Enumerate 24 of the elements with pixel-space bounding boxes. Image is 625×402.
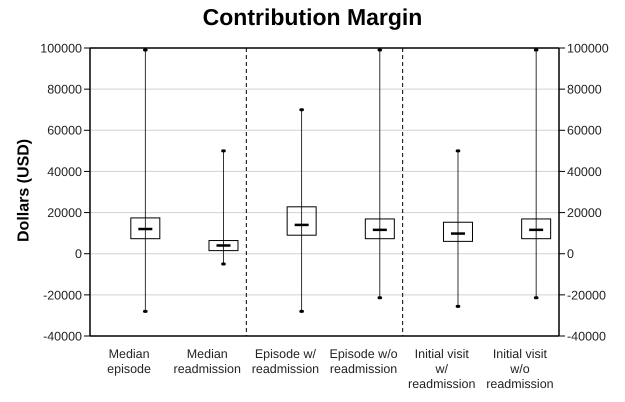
x-tick-label: Episode w/ readmission <box>252 347 320 376</box>
y2-tick-label: 60000 <box>567 124 602 138</box>
y2-tick-label: -20000 <box>567 288 606 302</box>
y-axis-title: Dollars (USD) <box>16 138 33 242</box>
y-tick-label: -40000 <box>43 329 82 344</box>
y2-tick-label: -40000 <box>567 329 606 344</box>
x-tick-label: Median readmission <box>174 347 241 376</box>
x-tick-label: Initial visit w/ readmission <box>408 347 476 391</box>
x-tick-label: Episode w/o readmission <box>330 347 398 376</box>
y2-tick-label: 20000 <box>567 206 602 220</box>
chart-title: Contribution Margin <box>202 4 424 31</box>
x-tick-label: Median episode <box>107 347 152 376</box>
y-tick-label: 60000 <box>47 124 82 138</box>
y-tick-label: 40000 <box>47 164 82 179</box>
y-tick-label: 0 <box>75 247 82 262</box>
y2-tick-label: 0 <box>567 247 574 262</box>
y-tick-label: 80000 <box>47 82 82 97</box>
y2-tick-label: 80000 <box>567 82 602 97</box>
y-tick-label: 100000 <box>40 41 82 56</box>
y-tick-label: -20000 <box>43 288 82 302</box>
y2-tick-label: 100000 <box>567 41 609 56</box>
y-tick-label: 20000 <box>47 206 82 220</box>
y2-tick-label: 40000 <box>567 164 602 179</box>
x-tick-label: Initial visit w/o readmission <box>486 347 554 391</box>
